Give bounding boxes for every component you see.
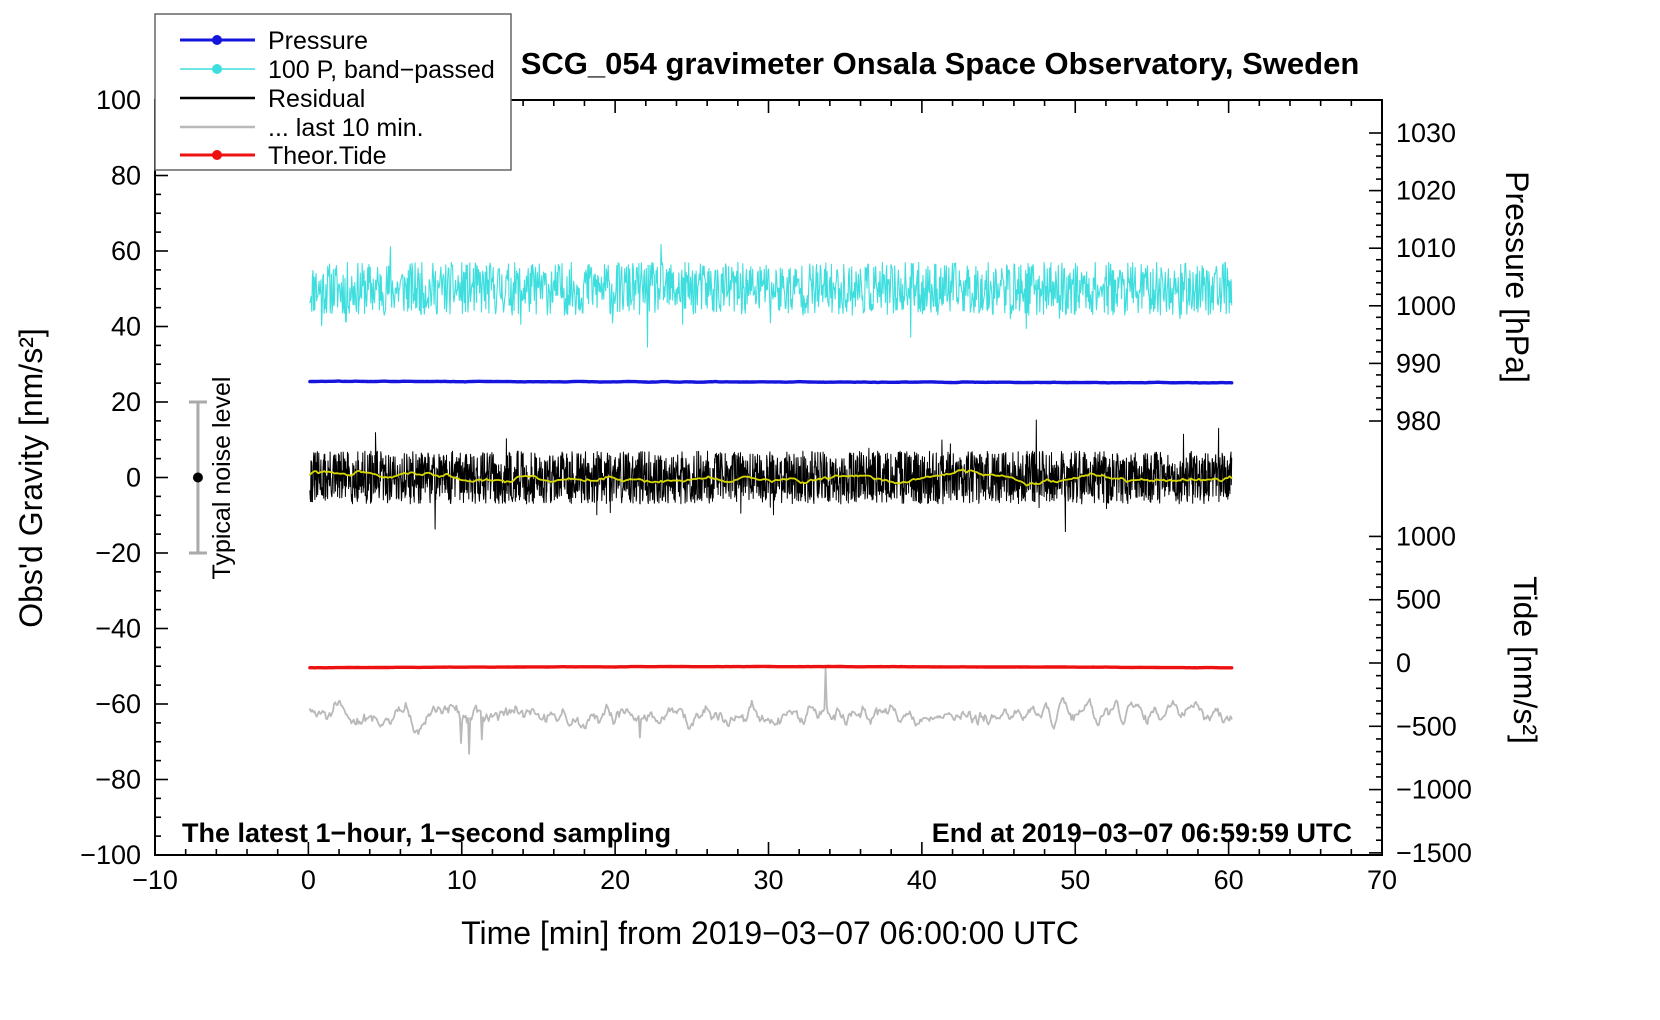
gravity-tick-label: −80: [95, 765, 141, 795]
x-tick-label: 30: [753, 865, 783, 895]
tide-tick-label: −1000: [1396, 775, 1472, 805]
pressure-tick-label: 1000: [1396, 291, 1456, 321]
gravity-tick-label: −20: [95, 538, 141, 568]
gravity-tick-label: 20: [111, 387, 141, 417]
tide-tick-label: 0: [1396, 648, 1411, 678]
series-residual: [309, 419, 1233, 533]
legend-marker-pressure-icon: [212, 35, 222, 45]
legend: Pressure 100 P, band−passed Residual ...…: [154, 13, 512, 171]
gravity-tick-label: 60: [111, 236, 141, 266]
legend-label-pressure: Pressure: [268, 27, 368, 55]
chart-title: SCG_054 gravimeter Onsala Space Observat…: [521, 46, 1360, 81]
pressure-tick-label: 1010: [1396, 233, 1456, 263]
legend-label-theortide: Theor.Tide: [268, 142, 387, 170]
x-tick-label: −10: [132, 865, 178, 895]
legend-marker-theortide-icon: [212, 150, 222, 160]
x-tick-label: 40: [907, 865, 937, 895]
tide-tick-label: 500: [1396, 585, 1441, 615]
gravity-tick-label: −60: [95, 689, 141, 719]
gravity-tick-label: 80: [111, 161, 141, 191]
series-theor-tide: [308, 664, 1234, 670]
x-tick-label: 10: [447, 865, 477, 895]
x-tick-label: 0: [301, 865, 316, 895]
pressure-tick-label: 990: [1396, 348, 1441, 378]
legend-marker-bandpassed-icon: [212, 64, 222, 74]
x-tick-label: 50: [1060, 865, 1090, 895]
x-tick-label: 60: [1214, 865, 1244, 895]
gravity-tick-label: 40: [111, 312, 141, 342]
end-time-note: End at 2019−03−07 06:59:59 UTC: [932, 818, 1352, 848]
pressure-tick-label: 1030: [1396, 118, 1456, 148]
gravity-tick-label: 0: [126, 463, 141, 493]
y-axis-label-tide: Tide [nm/s²]: [1507, 576, 1543, 744]
legend-label-bandpassed: 100 P, band−passed: [268, 56, 495, 84]
series-pressure: [308, 379, 1234, 385]
tide-tick-label: 1000: [1396, 521, 1456, 551]
y-axis-label-pressure: Pressure [hPa]: [1499, 171, 1535, 383]
gravity-tick-label: −100: [80, 840, 141, 870]
series-last10min: [309, 667, 1233, 755]
sampling-note: The latest 1−hour, 1−second sampling: [182, 818, 671, 848]
noise-center-dot: [192, 472, 203, 483]
x-axis-label: Time [min] from 2019−03−07 06:00:00 UTC: [461, 915, 1079, 951]
gravity-tick-label: −40: [95, 614, 141, 644]
x-tick-label: 70: [1367, 865, 1397, 895]
legend-label-residual: Residual: [268, 85, 365, 113]
series-bandpassed: [309, 243, 1233, 348]
series-residual-mean: [309, 468, 1233, 487]
pressure-tick-label: 1020: [1396, 176, 1456, 206]
pressure-tick-label: 980: [1396, 406, 1441, 436]
tide-tick-label: −1500: [1396, 838, 1472, 868]
x-tick-label: 20: [600, 865, 630, 895]
y-axis-label-gravity: Obs'd Gravity [nm/s²]: [13, 328, 49, 628]
tide-tick-label: −500: [1396, 711, 1457, 741]
gravity-tick-label: 100: [96, 85, 141, 115]
noise-level-label: Typical noise level: [208, 377, 236, 580]
legend-label-last10min: ... last 10 min.: [268, 114, 424, 142]
